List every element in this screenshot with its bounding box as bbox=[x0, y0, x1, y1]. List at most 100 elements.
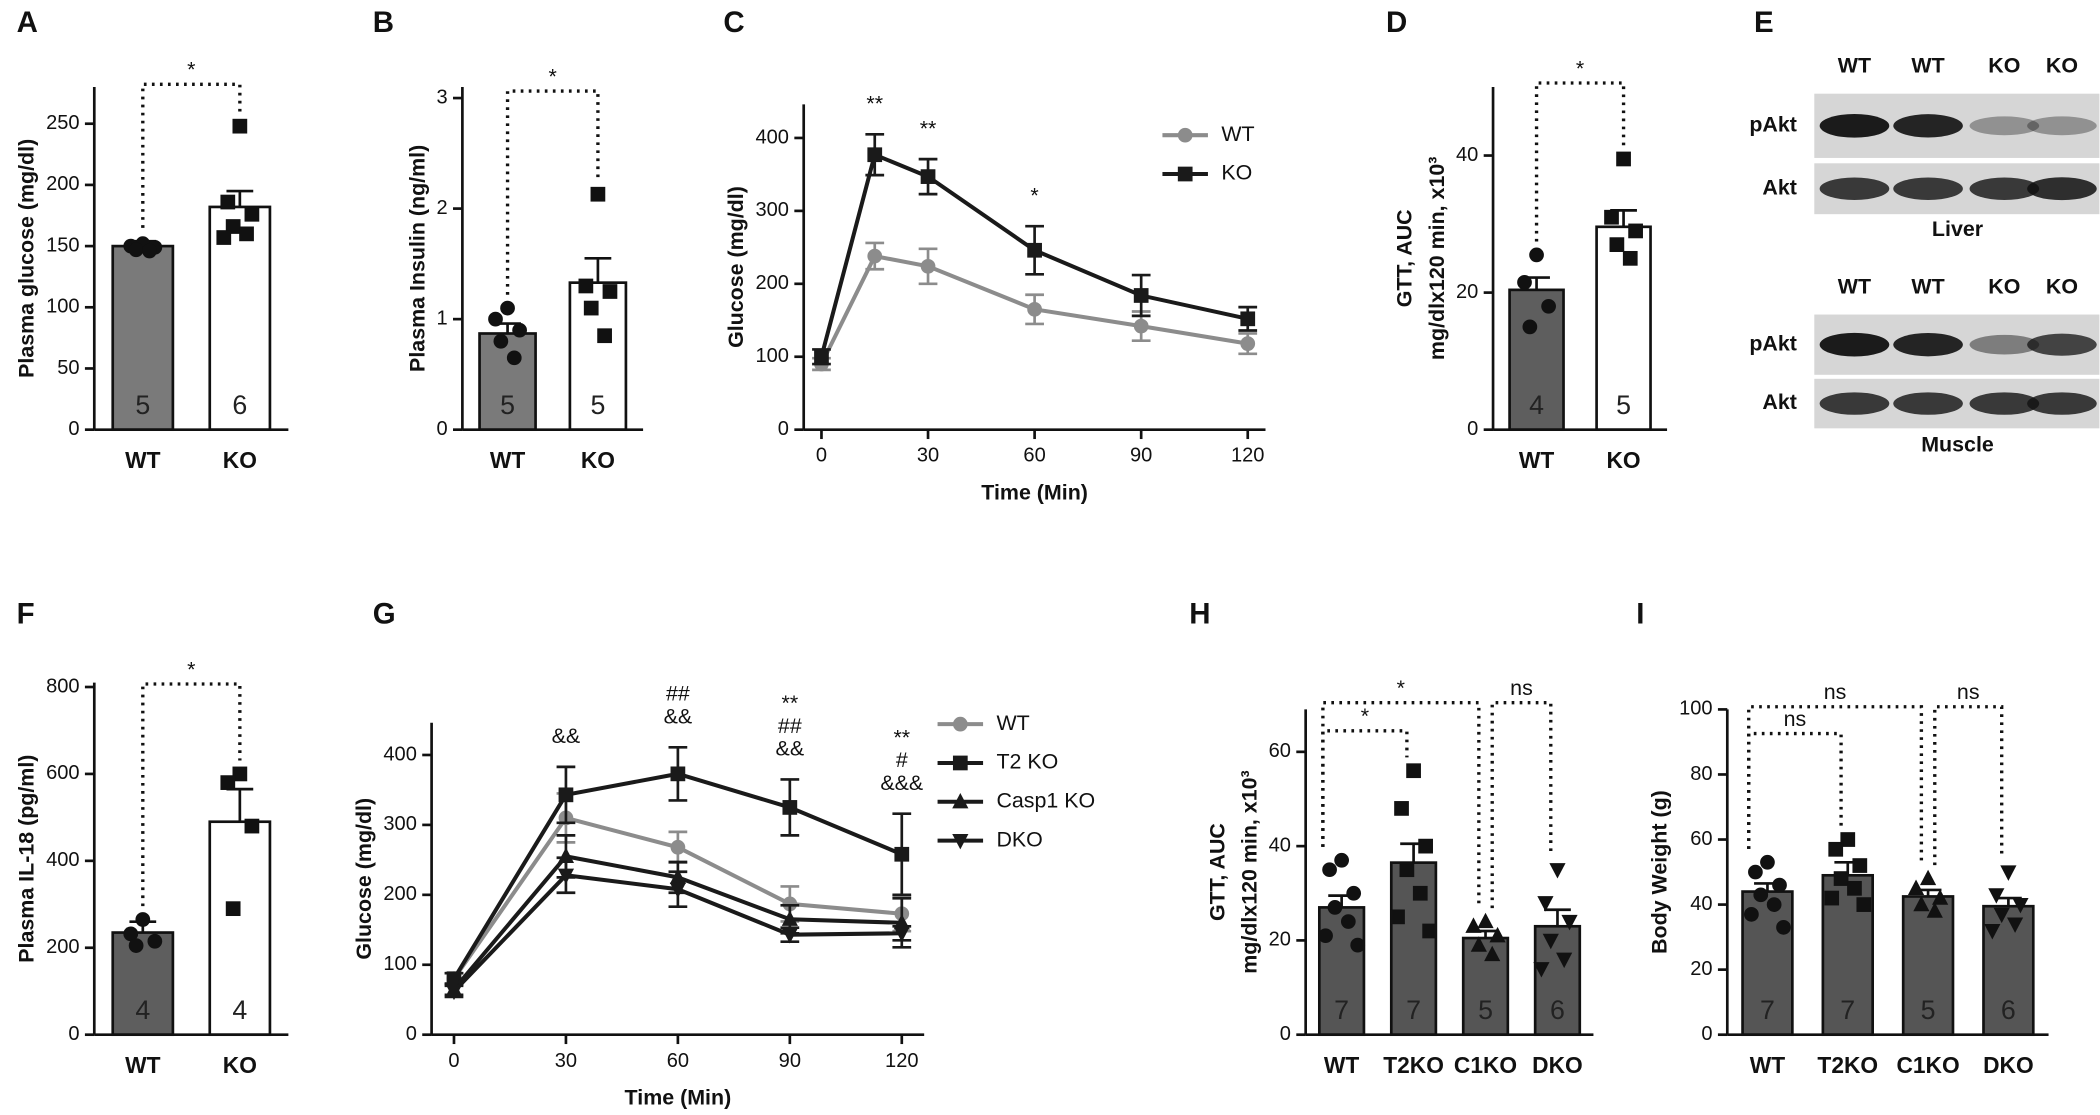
data-point bbox=[128, 938, 144, 953]
y-tick-label: 0 bbox=[406, 1023, 417, 1045]
data-point bbox=[1919, 869, 1937, 886]
data-point bbox=[1852, 858, 1868, 873]
n-label: 4 bbox=[1529, 390, 1544, 420]
y-axis-label: Plasma glucose (mg/dl) bbox=[15, 139, 39, 378]
data-point bbox=[220, 775, 236, 790]
annotation: && bbox=[664, 704, 693, 728]
blot-band bbox=[1893, 392, 1963, 415]
data-point bbox=[1556, 952, 1573, 969]
x-tick-label: KO bbox=[581, 447, 615, 473]
blot-band bbox=[1819, 392, 1890, 415]
lane-label: WT bbox=[1838, 274, 1871, 298]
y-tick-label: 20 bbox=[1456, 281, 1478, 303]
bar bbox=[1508, 288, 1565, 432]
x-tick-label: 30 bbox=[555, 1050, 577, 1072]
data-point bbox=[239, 226, 254, 242]
data-point bbox=[1772, 877, 1787, 893]
data-point bbox=[1753, 887, 1769, 903]
y-tick-label: 0 bbox=[436, 418, 447, 440]
significance-bracket bbox=[1490, 701, 1553, 909]
data-point bbox=[1984, 923, 2001, 940]
y-tick-label: 800 bbox=[46, 675, 79, 697]
legend-label: DKO bbox=[996, 827, 1042, 851]
data-point bbox=[867, 147, 883, 163]
significance-label: ns bbox=[1824, 680, 1847, 704]
x-tick-label: WT bbox=[1324, 1052, 1359, 1078]
row-label: pAkt bbox=[1749, 331, 1797, 355]
significance-bracket bbox=[1534, 81, 1626, 242]
annotation: * bbox=[1030, 183, 1038, 207]
y-tick-label: 80 bbox=[1690, 763, 1712, 785]
panel-letter: G bbox=[373, 598, 396, 631]
y-tick-label: 50 bbox=[57, 357, 79, 379]
data-point bbox=[1537, 896, 1554, 912]
data-point bbox=[590, 186, 606, 202]
bar bbox=[111, 244, 175, 432]
legend-label: KO bbox=[1221, 161, 1252, 185]
y-tick-label: 0 bbox=[1280, 1023, 1291, 1045]
data-point bbox=[781, 910, 798, 926]
data-point bbox=[781, 928, 798, 944]
error-bar bbox=[226, 189, 254, 207]
annotation: ## bbox=[778, 714, 802, 738]
significance-label: * bbox=[187, 58, 195, 82]
y-tick-label: 100 bbox=[756, 345, 789, 367]
x-tick-label: 120 bbox=[885, 1050, 918, 1072]
data-point bbox=[893, 926, 910, 943]
data-point bbox=[1390, 909, 1405, 925]
y-tick-label: 100 bbox=[46, 296, 79, 318]
x-tick-label: KO bbox=[1607, 447, 1641, 473]
blot-band bbox=[1819, 332, 1890, 357]
data-point bbox=[1422, 923, 1438, 939]
y-tick-label: 600 bbox=[46, 762, 79, 784]
data-point bbox=[232, 766, 248, 782]
y-axis-label: Plasma Insulin (ng/ml) bbox=[406, 145, 430, 372]
y-tick-label: 20 bbox=[1269, 929, 1291, 951]
panel-letter: C bbox=[723, 6, 744, 39]
x-tick-label: T2KO bbox=[1383, 1052, 1444, 1078]
data-point bbox=[1418, 838, 1433, 854]
significance-label: ns bbox=[1957, 680, 1980, 704]
legend-label: WT bbox=[996, 711, 1029, 735]
y-tick-label: 20 bbox=[1690, 958, 1712, 980]
data-point bbox=[1847, 880, 1862, 896]
error-bar bbox=[226, 787, 254, 822]
data-point bbox=[814, 349, 829, 365]
data-point bbox=[1133, 318, 1149, 334]
data-point bbox=[488, 311, 503, 327]
legend-marker bbox=[952, 716, 968, 732]
data-point bbox=[920, 169, 936, 184]
blot-band bbox=[1893, 333, 1963, 357]
data-point bbox=[1622, 250, 1638, 266]
n-label: 4 bbox=[135, 995, 150, 1025]
series-line bbox=[819, 151, 1249, 358]
data-point bbox=[512, 322, 527, 338]
data-point bbox=[1828, 841, 1844, 857]
legend-label: WT bbox=[1221, 122, 1254, 146]
n-label: 6 bbox=[232, 390, 247, 420]
significance-label: * bbox=[187, 657, 195, 681]
y-axis-label: mg/dlx120 min, x10³ bbox=[1425, 157, 1449, 360]
data-point bbox=[506, 350, 522, 366]
data-point bbox=[1541, 298, 1556, 314]
data-point bbox=[1833, 871, 1849, 886]
panel-letter: B bbox=[373, 6, 394, 39]
data-point bbox=[1484, 945, 1501, 962]
data-point bbox=[2006, 917, 2024, 933]
data-point bbox=[558, 787, 574, 803]
panel-letter: H bbox=[1189, 598, 1210, 631]
data-point bbox=[216, 230, 232, 245]
legend-label: Casp1 KO bbox=[996, 788, 1095, 812]
x-tick-label: C1KO bbox=[1896, 1052, 1959, 1078]
significance-label: * bbox=[1397, 676, 1405, 700]
y-axis-label: Body Weight (g) bbox=[1648, 790, 1672, 954]
panel-letter: D bbox=[1386, 6, 1407, 39]
data-point bbox=[1824, 890, 1840, 906]
y-tick-label: 400 bbox=[383, 743, 416, 765]
tissue-label: Liver bbox=[1932, 217, 1983, 241]
blot-band bbox=[1893, 177, 1963, 200]
series-line bbox=[819, 253, 1249, 365]
annotation: ** bbox=[893, 725, 910, 749]
